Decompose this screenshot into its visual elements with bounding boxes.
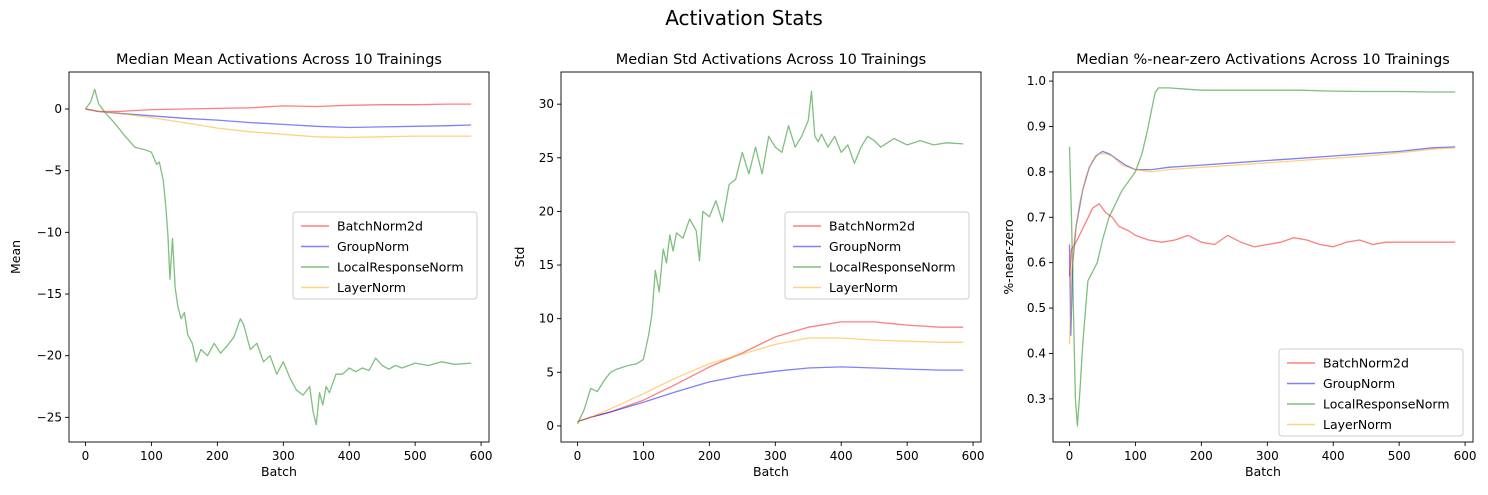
y-tick-label: −15 [37,287,62,301]
subplot-title: Median %-near-zero Activations Across 10… [1076,52,1450,68]
y-tick-label: −20 [37,349,62,363]
y-tick-label: 0.8 [1027,165,1046,179]
x-tick-label: 200 [206,449,229,463]
legend-frame [1278,348,1464,437]
y-tick-label: 0.7 [1027,210,1046,224]
x-axis-label: Batch [753,464,789,479]
y-tick-label: 20 [539,204,554,218]
series-line-localresponsenorm [1068,87,1456,427]
y-tick-label: 0 [54,102,62,116]
x-tick-label: 600 [470,449,493,463]
x-tick-label: 200 [1190,449,1213,463]
x-tick-label: 500 [1388,449,1411,463]
legend-label: LayerNorm [1323,417,1392,432]
y-tick-label: 0 [546,419,554,433]
legend-label: BatchNorm2d [1323,356,1409,371]
y-tick-label: 0.4 [1027,346,1046,360]
y-axis-label: Std [512,247,527,268]
y-tick-label: 0.3 [1027,392,1046,406]
x-tick-label: 600 [962,449,985,463]
series-line-layernorm [577,337,964,423]
x-tick-label: 400 [1322,449,1345,463]
x-tick-label: 200 [698,449,721,463]
legend-label: LocalResponseNorm [1323,397,1450,412]
plot-frame [68,71,490,443]
x-tick-label: 0 [82,449,90,463]
y-axis-label: Mean [8,240,23,274]
x-axis-label: Batch [261,464,297,479]
legend-label: BatchNorm2d [337,219,423,234]
legend-label: GroupNorm [337,239,409,254]
legend-frame [292,211,478,300]
legend-label: BatchNorm2d [829,219,915,234]
y-tick-label: −10 [37,225,62,239]
y-tick-label: 25 [539,151,554,165]
subplot-3: 0 100 200 300 400 500 600 0.3 0.4 0.5 0.6 0.7 0.8 0.9… [1001,52,1477,479]
x-tick-label: 0 [574,449,582,463]
x-tick-label: 500 [404,449,427,463]
x-axis-label: Batch [1245,464,1281,479]
y-axis-label: %-near-zero [1001,219,1016,294]
y-tick-label: 30 [539,97,554,111]
x-tick-label: 600 [1454,449,1477,463]
legend: BatchNorm2d GroupNorm LocalResponseNorm Lay… [1278,348,1464,437]
x-tick-label: 400 [830,449,853,463]
y-tick-label: −5 [44,164,62,178]
y-tick-label: 5 [546,365,554,379]
x-tick-label: 300 [764,449,787,463]
figure-title: Activation Stats [665,6,823,30]
subplot-title: Median Mean Activations Across 10 Traini… [116,52,442,68]
series-line-groupnorm [577,366,964,423]
y-tick-label: 0.5 [1027,301,1046,315]
y-tick-label: 15 [539,258,554,272]
x-tick-label: 400 [338,449,361,463]
y-tick-label: 0.9 [1027,119,1046,133]
x-tick-label: 500 [896,449,919,463]
x-tick-label: 100 [140,449,163,463]
series-line-groupnorm [1068,146,1456,336]
x-tick-label: 300 [272,449,295,463]
x-tick-label: 0 [1066,449,1074,463]
legend-frame [784,211,970,300]
series-line-groupnorm [85,108,472,129]
subplot-1: 0 100 200 300 400 500 600 0 −5 −10 −15 −20 −25 Median… [8,52,493,479]
series-line-layernorm [85,108,472,139]
legend: BatchNorm2d GroupNorm LocalResponseNorm Lay… [784,211,970,300]
series-line-batchnorm2d [1068,203,1456,277]
legend-label: LocalResponseNorm [829,260,956,275]
series-line-localresponsenorm [84,88,472,426]
x-tick-label: 300 [1256,449,1279,463]
legend-label: GroupNorm [829,239,901,254]
subplot-title: Median Std Activations Across 10 Trainin… [616,52,927,68]
series-line-layernorm [1068,147,1456,345]
legend-label: LocalResponseNorm [337,260,464,275]
y-tick-label: −25 [37,410,62,424]
series-line-batchnorm2d [85,103,472,113]
legend: BatchNorm2d GroupNorm LocalResponseNorm Lay… [292,211,478,300]
plot-frame [560,71,982,443]
x-tick-label: 100 [632,449,655,463]
y-tick-label: 10 [539,312,554,326]
series-line-localresponsenorm [576,90,964,425]
legend-label: GroupNorm [1323,376,1395,391]
legend-label: LayerNorm [829,280,898,295]
y-tick-label: 1.0 [1027,74,1046,88]
plot-frame [1052,71,1474,443]
x-tick-label: 100 [1124,449,1147,463]
subplot-2: 0 100 200 300 400 500 600 0 5 10 15 20 25 30 Median St… [512,52,985,479]
legend-label: LayerNorm [337,280,406,295]
y-tick-label: 0.6 [1027,256,1046,270]
